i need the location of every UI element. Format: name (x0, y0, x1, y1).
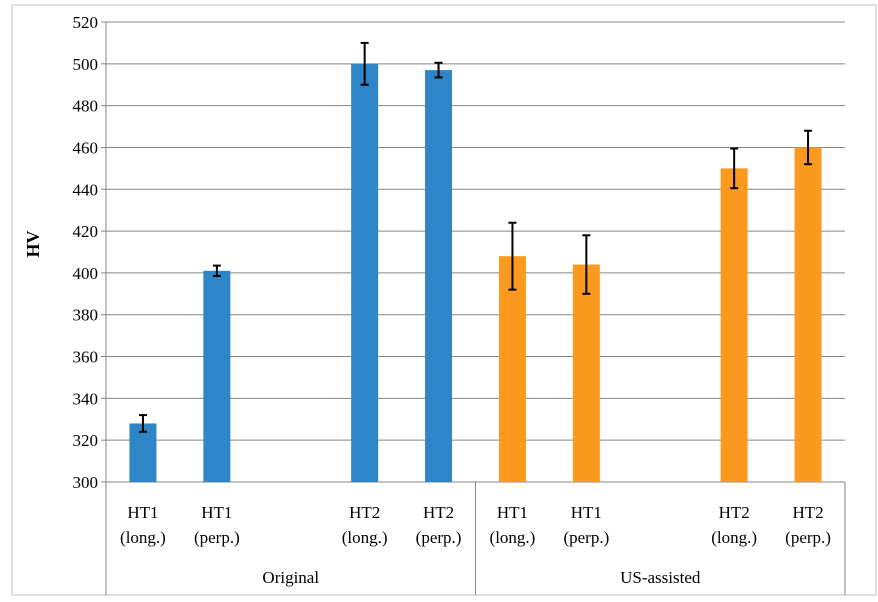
y-tick-label: 400 (73, 264, 99, 283)
bar (794, 147, 822, 483)
x-category-label-line2: (perp.) (785, 528, 831, 547)
x-category-label-line2: (perp.) (416, 528, 462, 547)
x-category-label-line1: HT1 (127, 503, 158, 522)
y-tick-label: 500 (73, 55, 99, 74)
x-category-label-line2: (long.) (342, 528, 388, 547)
x-category-label-line1: HT1 (571, 503, 602, 522)
x-category-label-line2: (long.) (120, 528, 166, 547)
x-category-label-line2: (perp.) (194, 528, 240, 547)
y-tick-label: 440 (73, 180, 99, 199)
x-category-label-line1: HT2 (719, 503, 750, 522)
x-category-label-line1: HT2 (349, 503, 380, 522)
x-category-label-line2: (long.) (711, 528, 757, 547)
bar (720, 168, 748, 482)
bar (498, 256, 526, 482)
labels: 300 320 340 360 380 400 420 440 460 480 500 520 HT1 (… (73, 13, 831, 587)
x-category-label-line1: HT1 (201, 503, 232, 522)
y-axis-title: HV (23, 230, 43, 257)
bar (351, 63, 379, 483)
bar (572, 264, 600, 482)
y-tick-label: 420 (73, 222, 99, 241)
y-tick-label: 380 (73, 306, 99, 325)
x-category-label-line2: (perp.) (563, 528, 609, 547)
bar (425, 70, 453, 482)
x-category-label-line1: HT2 (423, 503, 454, 522)
y-tick-label: 460 (73, 138, 99, 157)
x-category-label-line1: HT1 (497, 503, 528, 522)
bar (129, 423, 157, 482)
x-group-label: US-assisted (620, 568, 701, 587)
y-tick-label: 300 (73, 473, 99, 492)
y-tick-label: 340 (73, 389, 99, 408)
y-tick-label: 480 (73, 97, 99, 116)
x-category-label-line1: HT2 (792, 503, 823, 522)
bar (203, 270, 231, 482)
bars (129, 41, 822, 483)
y-tick-label: 360 (73, 348, 99, 367)
x-group-label: Original (262, 568, 319, 587)
y-tick-label: 520 (73, 13, 99, 32)
y-tick-label: 320 (73, 431, 99, 450)
x-category-label-line2: (long.) (490, 528, 536, 547)
